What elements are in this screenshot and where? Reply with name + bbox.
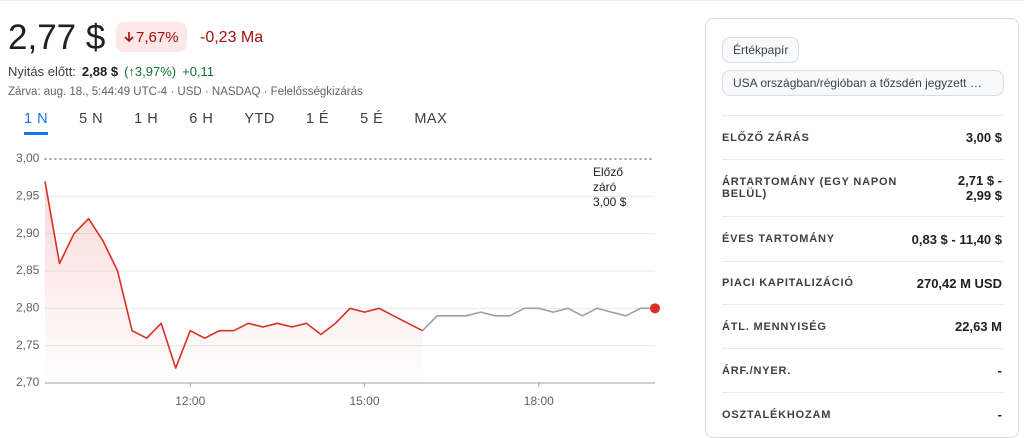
price-line: [422, 307, 655, 332]
range-tab[interactable]: 5 N: [79, 111, 104, 127]
stat-value: 0,83 $ - 11,40 $: [911, 231, 1002, 247]
y-tick-label: 2,70: [16, 375, 40, 389]
stat-label: ÉVES TARTOMÁNY: [722, 233, 835, 245]
down-arrow-icon: [124, 32, 134, 43]
range-tab[interactable]: 1 H: [134, 111, 159, 127]
stat-label: ELŐZŐ ZÁRÁS: [722, 131, 810, 144]
range-tab[interactable]: 1 N: [24, 111, 49, 135]
price-line: [44, 181, 423, 369]
x-tick-label: 12:00: [175, 394, 205, 408]
stat-label: PIACI KAPITALIZÁCIÓ: [722, 277, 854, 289]
change-abs: -0,23 Ma: [200, 29, 264, 46]
last-price-dot: [650, 303, 660, 314]
premarket-change-abs: +0,11: [182, 64, 215, 79]
reference-label: záró: [593, 180, 617, 194]
chip[interactable]: USA országban/régióban a tőzsdén jegyzet…: [722, 70, 1004, 96]
stat-row: ÁRF./NYER. -: [722, 348, 1004, 392]
stat-label: ÁTL. MENNYISÉG: [722, 320, 827, 333]
range-tab[interactable]: YTD: [244, 111, 275, 127]
range-tab[interactable]: 6 H: [189, 111, 214, 127]
stat-value: 22,63 M: [955, 319, 1002, 334]
stat-row: ÉVES TARTOMÁNY 0,83 $ - 11,40 $: [722, 216, 1004, 261]
stat-row: ÁRTARTOMÁNY (EGY NAPON BELÜL) 2,71 $ - 2,…: [722, 159, 1004, 216]
y-tick-label: 2,90: [16, 226, 40, 240]
premarket-price: 2,88 $: [81, 64, 119, 79]
y-tick-label: 3,00: [16, 151, 40, 165]
chart: 3,00 2,95 2,90 2,85 2,80 2,75 2,70 12:00 15:00 18…: [16, 151, 660, 408]
reference-label: 3,00 $: [593, 195, 627, 209]
stat-label: OSZTALÉKHOZAM: [722, 408, 832, 421]
premarket-label: Nyitás előtt:: [8, 64, 76, 79]
price-area: [45, 181, 423, 383]
stat-label: ÁRF./NYER.: [722, 364, 792, 377]
stats-list: ELŐZŐ ZÁRÁS 3,00 $ ÁRTARTOMÁNY (EGY NAPON …: [722, 115, 1004, 436]
y-tick-label: 2,95: [16, 189, 40, 203]
premarket: Nyitás előtt: 2,88 $ (↑3,97%) +0,11: [8, 64, 214, 79]
stat-value: -: [997, 363, 1002, 378]
x-tick-label: 18:00: [524, 394, 554, 408]
y-tick-label: 2,85: [16, 263, 40, 277]
change-pct: 7,67%: [136, 28, 179, 46]
stat-row: ÁTL. MENNYISÉG 22,63 M: [722, 304, 1004, 348]
range-tab[interactable]: MAX: [414, 111, 448, 127]
price: 2,77 $: [8, 18, 106, 57]
range-tab[interactable]: 5 É: [360, 111, 384, 127]
stat-value: 2,71 $ - 2,99 $: [957, 173, 1002, 203]
stat-value: 270,42 M USD: [916, 275, 1002, 291]
top-divider: [0, 0, 1024, 1]
change-pill: 7,67%: [116, 22, 187, 52]
x-tick-label: 15:00: [350, 394, 380, 408]
y-tick-label: 2,80: [16, 301, 40, 315]
stat-row: PIACI KAPITALIZÁCIÓ 270,42 M USD: [722, 261, 1004, 304]
stat-value: -: [997, 407, 1002, 422]
y-tick-label: 2,75: [16, 338, 40, 352]
stats-card: Értékpapír USA országban/régióban a tőzs…: [705, 18, 1019, 438]
stat-label: ÁRTARTOMÁNY (EGY NAPON BELÜL): [722, 176, 898, 200]
stat-value: 3,00 $: [965, 130, 1002, 145]
closed-info: Zárva: aug. 18., 5:44:49 UTC-4 · USD · N…: [8, 86, 363, 98]
chip[interactable]: Értékpapír: [722, 37, 800, 63]
stat-row: ELŐZŐ ZÁRÁS 3,00 $: [722, 115, 1004, 159]
stat-row: OSZTALÉKHOZAM -: [722, 392, 1004, 436]
range-tab[interactable]: 1 É: [305, 111, 330, 127]
reference-label: Előző: [593, 165, 623, 179]
range-tabs: 1 N 5 N 1 H 6 H YTD 1 É 5 É MAX: [24, 111, 447, 135]
premarket-change-pct: (↑3,97%): [124, 64, 177, 79]
